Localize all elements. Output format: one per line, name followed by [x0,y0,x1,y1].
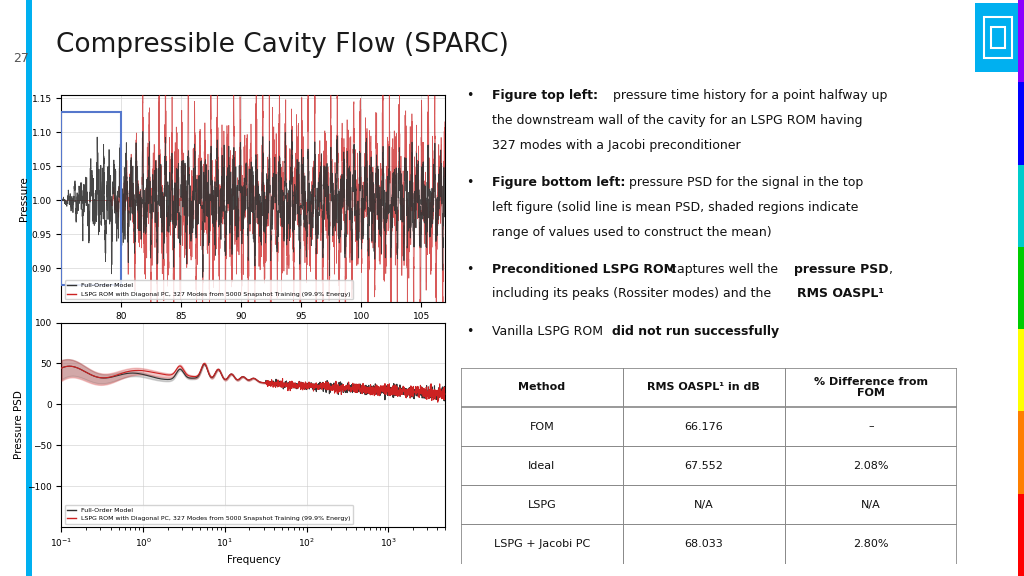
Text: did not run successfully: did not run successfully [612,324,779,338]
Y-axis label: Pressure PSD: Pressure PSD [14,391,25,459]
Bar [991,27,1005,48]
Text: Ideal: Ideal [528,461,555,471]
Text: 327 modes with a Jacobi preconditioner: 327 modes with a Jacobi preconditioner [492,139,740,152]
Text: ,: , [889,263,893,276]
Text: pressure PSD: pressure PSD [794,263,888,276]
Text: –: – [868,422,873,431]
Legend: Full-Order Model, LSPG ROM with Diagonal PC, 327 Modes from 5000 Snapshot Traini: Full-Order Model, LSPG ROM with Diagonal… [65,281,353,300]
Text: Vanilla LSPG ROM: Vanilla LSPG ROM [492,324,606,338]
Text: •: • [466,176,473,189]
Text: RMS OASPL¹ in dB: RMS OASPL¹ in dB [647,382,760,392]
Text: 67.552: 67.552 [684,461,723,471]
Bar [61,112,122,285]
Text: range of values used to construct the mean): range of values used to construct the me… [492,225,771,238]
Text: 66.176: 66.176 [684,422,723,431]
Text: Compressible Cavity Flow (SPARC): Compressible Cavity Flow (SPARC) [56,32,509,58]
X-axis label: Time: Time [241,327,266,337]
Text: N/A: N/A [694,500,714,510]
Text: the downstream wall of the cavity for an LSPG ROM having: the downstream wall of the cavity for an… [492,114,862,127]
Text: 27: 27 [13,52,30,65]
Text: Figure bottom left:: Figure bottom left: [492,176,625,189]
Text: LSPG + Jacobi PC: LSPG + Jacobi PC [494,539,590,549]
Text: •: • [466,324,473,338]
Text: pressure PSD for the signal in the top: pressure PSD for the signal in the top [625,176,863,189]
Legend: Full-Order Model, LSPG ROM with Diagonal PC, 327 Modes from 5000 Snapshot Traini: Full-Order Model, LSPG ROM with Diagonal… [65,505,353,524]
X-axis label: Frequency: Frequency [226,555,281,564]
Bar [984,17,1012,58]
Text: captures well the: captures well the [666,263,781,276]
Text: Figure top left:: Figure top left: [492,89,598,103]
Text: 68.033: 68.033 [684,539,723,549]
Text: including its peaks (Rossiter modes) and the: including its peaks (Rossiter modes) and… [492,287,774,301]
Text: RMS OASPL¹: RMS OASPL¹ [797,287,884,301]
Text: left figure (solid line is mean PSD, shaded regions indicate: left figure (solid line is mean PSD, sha… [492,201,858,214]
Text: 2.08%: 2.08% [853,461,889,471]
Text: pressure time history for a point halfway up: pressure time history for a point halfwa… [609,89,888,103]
Text: •: • [466,263,473,276]
Text: 2.80%: 2.80% [853,539,889,549]
Text: •: • [466,89,473,103]
Text: N/A: N/A [861,500,881,510]
Y-axis label: Pressure: Pressure [18,176,29,221]
Text: % Difference from
FOM: % Difference from FOM [814,377,928,398]
Text: LSPG: LSPG [527,500,556,510]
Text: Preconditioned LSPG ROM: Preconditioned LSPG ROM [492,263,676,276]
Text: Method: Method [518,382,565,392]
Text: FOM: FOM [529,422,554,431]
